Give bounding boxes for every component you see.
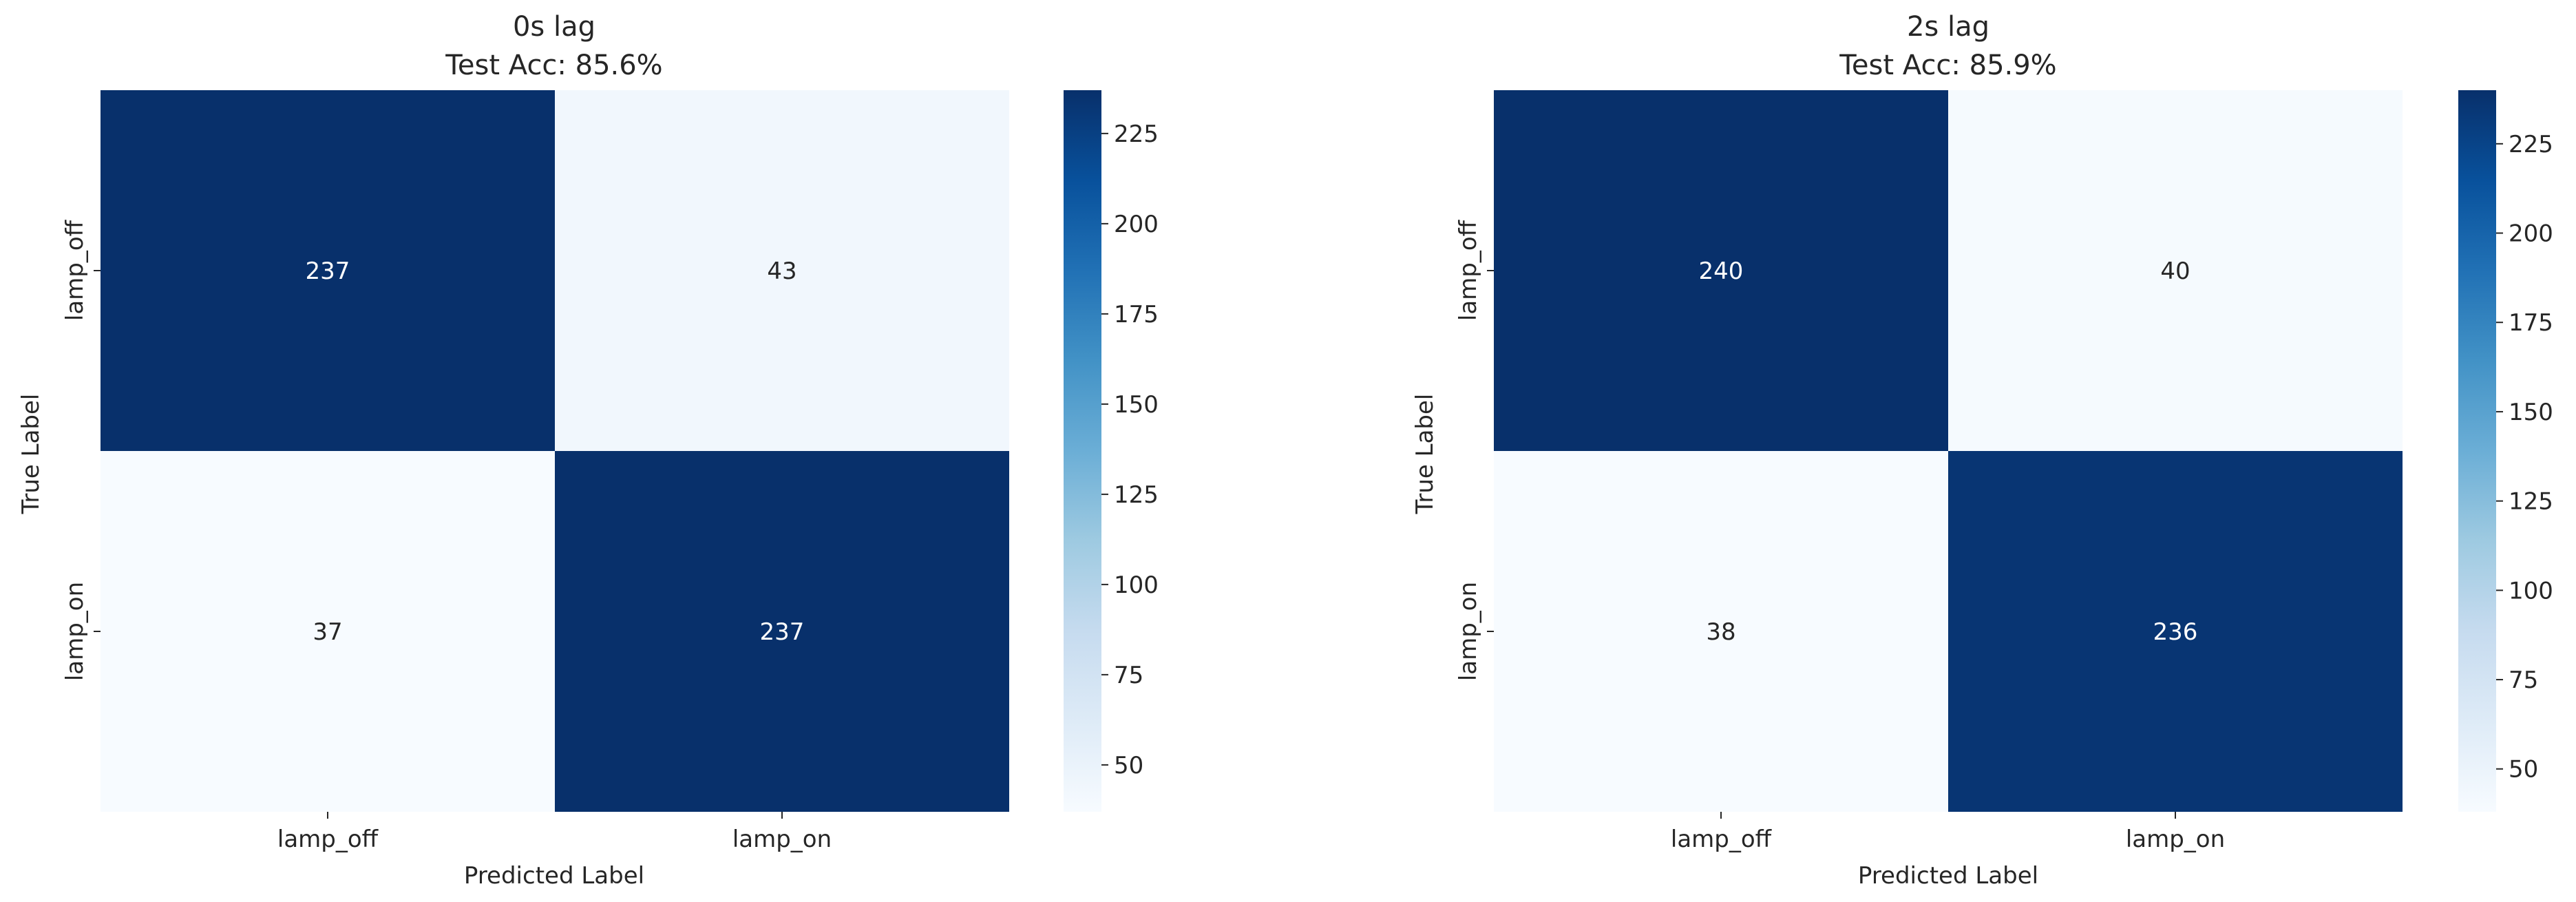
heatmap-cell xyxy=(1948,90,2403,451)
colorbar-tick-label: 100 xyxy=(1114,571,1159,599)
colorbar-tick-label: 50 xyxy=(1114,752,1143,779)
colorbar xyxy=(2458,90,2496,812)
chart-subtitle: Test Acc: 85.6% xyxy=(445,50,662,81)
cell-value-label: 237 xyxy=(306,258,350,285)
colorbar-tick-label: 175 xyxy=(2509,309,2553,337)
axis-ticks: lamp_off lamp_on lamp_off lamp_on xyxy=(61,219,832,853)
heatmap-cell xyxy=(555,451,1009,812)
chart-2s-lag: 2s lag Test Acc: 85.9% 240 40 38 236 lamp_o… xyxy=(1411,11,2553,890)
chart-subtitle: Test Acc: 85.9% xyxy=(1839,50,2056,81)
heatmap-cells: 237 43 37 237 xyxy=(101,90,1009,812)
y-axis-label: True Label xyxy=(17,394,45,515)
heatmap-cell xyxy=(1494,451,1948,812)
cell-value-label: 40 xyxy=(2160,258,2190,285)
x-axis-label: Predicted Label xyxy=(464,862,644,890)
cell-value-label: 237 xyxy=(760,618,805,646)
colorbar-tick-label: 175 xyxy=(1114,301,1159,328)
chart-title: 0s lag xyxy=(513,11,595,43)
x-tick-label: lamp_off xyxy=(277,826,379,853)
colorbar-tick-label: 75 xyxy=(2509,667,2538,694)
colorbar-tick-label: 125 xyxy=(1114,481,1159,509)
colorbar xyxy=(1064,90,1101,812)
colorbar-tick-label: 75 xyxy=(1114,662,1143,689)
colorbar-tick-label: 125 xyxy=(2509,488,2553,516)
colorbar-tick-label: 50 xyxy=(2509,756,2538,784)
chart-title: 2s lag xyxy=(1907,11,1989,43)
colorbar-tick-label: 225 xyxy=(2509,131,2553,158)
y-tick-label: lamp_on xyxy=(1455,582,1482,681)
y-tick-label: lamp_off xyxy=(61,219,89,321)
heatmap-cell xyxy=(555,90,1009,451)
colorbar-ticks: 50 75 100 125 150 175 200 225 xyxy=(2496,131,2553,784)
colorbar-tick-label: 200 xyxy=(1114,211,1159,238)
x-tick-label: lamp_off xyxy=(1671,826,1773,853)
cell-value-label: 240 xyxy=(1699,258,1744,285)
cell-value-label: 38 xyxy=(1706,618,1735,646)
heatmap-cell xyxy=(1494,90,1948,451)
heatmap-cell xyxy=(101,451,555,812)
y-axis-label: True Label xyxy=(1411,394,1439,515)
x-tick-label: lamp_on xyxy=(732,826,832,853)
heatmap-cell xyxy=(101,90,555,451)
x-tick-label: lamp_on xyxy=(2126,826,2225,853)
colorbar-tick-label: 150 xyxy=(1114,391,1159,419)
axis-ticks: lamp_off lamp_on lamp_off lamp_on xyxy=(1455,219,2225,853)
colorbar-tick-label: 200 xyxy=(2509,220,2553,248)
cell-value-label: 43 xyxy=(767,258,796,285)
colorbar-tick-label: 225 xyxy=(1114,120,1159,148)
cell-value-label: 37 xyxy=(313,618,342,646)
x-axis-label: Predicted Label xyxy=(1858,862,2038,890)
y-tick-label: lamp_on xyxy=(61,582,89,681)
heatmap-cell xyxy=(1948,451,2403,812)
heatmap-cells: 240 40 38 236 xyxy=(1494,90,2403,812)
cell-value-label: 236 xyxy=(2153,618,2198,646)
chart-0s-lag: 0s lag Test Acc: 85.6% 237 43 37 237 lamp_o… xyxy=(17,11,1159,890)
colorbar-ticks: 50 75 100 125 150 175 200 225 xyxy=(1101,120,1159,779)
colorbar-tick-label: 150 xyxy=(2509,399,2553,426)
colorbar-tick-label: 100 xyxy=(2509,577,2553,605)
y-tick-label: lamp_off xyxy=(1455,219,1482,321)
